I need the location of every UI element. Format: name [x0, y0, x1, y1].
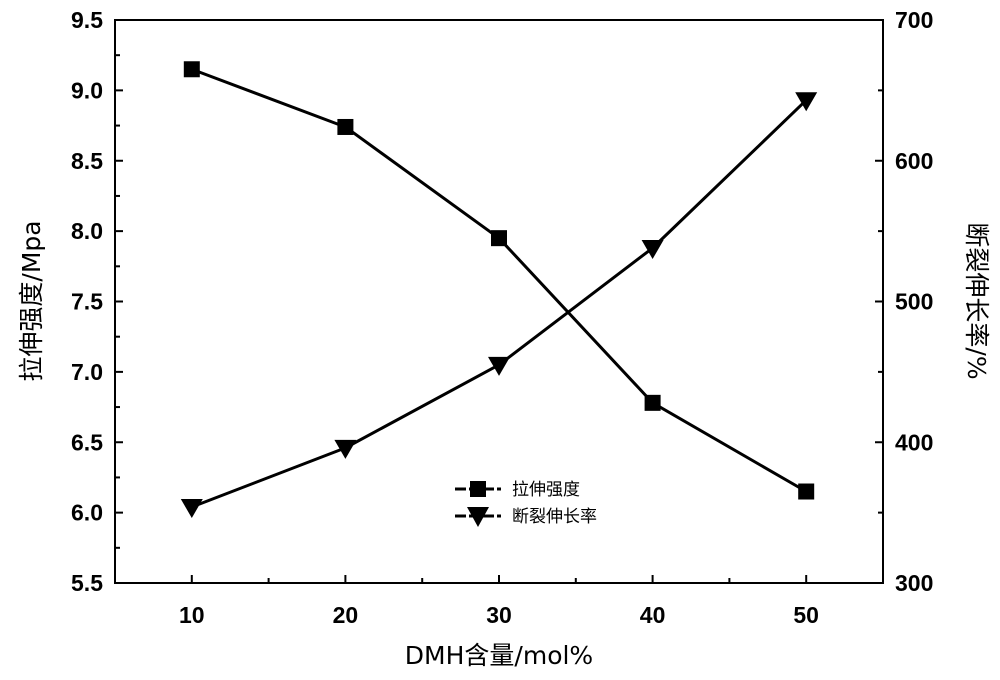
x-axis-title: DMH含量/mol%: [405, 641, 593, 670]
bottom-tick-label: 20: [333, 602, 359, 628]
data-point-square: [644, 394, 661, 411]
y-axis-title-left: 拉伸强度/Mpa: [17, 220, 46, 381]
right-tick-label: 600: [895, 148, 933, 174]
left-tick-label: 9.0: [71, 77, 103, 103]
data-point-triangle: [795, 92, 818, 112]
right-axis: 300 400 500 600 700: [875, 7, 933, 596]
data-point-square: [798, 483, 815, 500]
left-tick-label: 8.5: [71, 148, 103, 174]
left-tick-label: 9.5: [71, 7, 103, 33]
bottom-tick-label: 40: [640, 602, 666, 628]
series-layer: [180, 61, 818, 518]
left-tick-label: 5.5: [71, 570, 103, 596]
series-line-1: [191, 67, 807, 493]
legend-marker-square: [470, 481, 486, 497]
data-point-triangle: [334, 439, 357, 459]
data-point-triangle: [641, 240, 664, 260]
series-line-2: [191, 99, 808, 509]
bottom-axis: 10 20 30 40 50: [179, 575, 819, 628]
y-axis-title-right: 断裂伸长率/%: [962, 222, 991, 379]
left-tick-label: 6.0: [71, 500, 103, 526]
data-point-square: [491, 230, 507, 247]
legend-label-strength: 拉伸强度: [512, 480, 580, 500]
right-tick-label: 700: [895, 7, 933, 33]
bottom-tick-label: 10: [179, 602, 205, 628]
left-axis: 5.5 6.0 6.5 7.0 7.5 8.0 8.5 9.0 9.5: [71, 7, 123, 596]
bottom-tick-label: 50: [793, 602, 819, 628]
left-tick-label: 6.5: [71, 429, 103, 455]
legend-label-elongation: 断裂伸长率: [512, 507, 597, 527]
data-point-square: [337, 118, 354, 135]
right-tick-label: 300: [895, 570, 933, 596]
left-tick-label: 7.5: [71, 289, 103, 315]
bottom-tick-label: 30: [486, 602, 512, 628]
legend: 拉伸强度 断裂伸长率: [455, 480, 597, 527]
right-tick-label: 400: [895, 429, 933, 455]
data-point-triangle: [488, 356, 510, 376]
plot-frame: [114, 19, 884, 584]
legend-marker-triangle: [467, 507, 489, 527]
right-tick-label: 500: [895, 289, 933, 315]
left-tick-label: 7.0: [71, 359, 103, 385]
data-point-square: [183, 61, 200, 78]
left-tick-label: 8.0: [71, 218, 103, 244]
data-point-triangle: [180, 498, 203, 518]
